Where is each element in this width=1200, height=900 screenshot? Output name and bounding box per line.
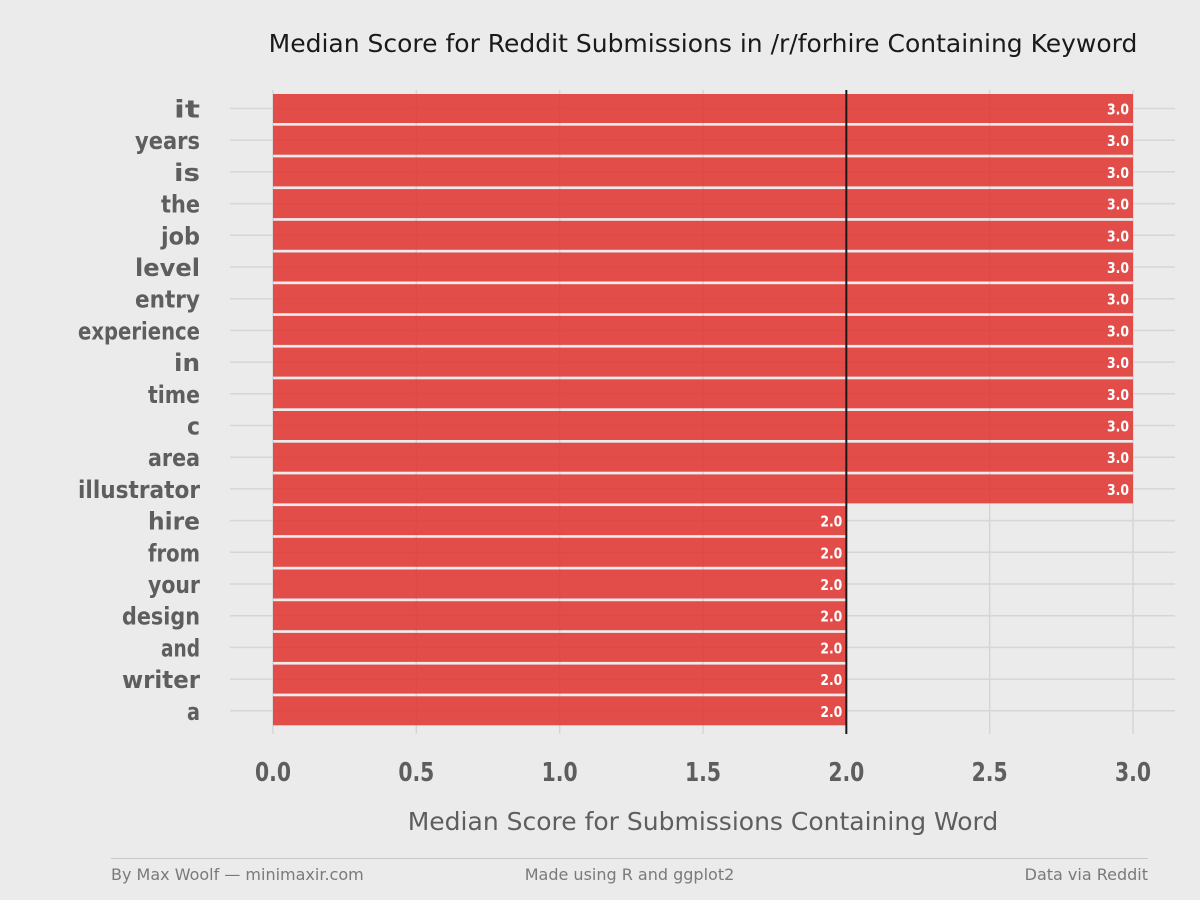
category-label: illustrator [78, 476, 200, 504]
data-label: 3.0 [1107, 354, 1129, 372]
data-label: 3.0 [1107, 449, 1129, 467]
footer-credit: By Max Woolf — minimaxir.com [111, 865, 364, 884]
data-label: 2.0 [820, 639, 842, 657]
bar [273, 632, 847, 662]
category-label: entry [135, 286, 200, 314]
data-label: 3.0 [1107, 418, 1129, 436]
bar [273, 379, 1133, 409]
category-label: time [148, 381, 200, 409]
category-label: is [174, 159, 200, 187]
chart-footer: By Max Woolf — minimaxir.com Made using … [111, 858, 1148, 884]
bar [273, 696, 847, 726]
bar [273, 537, 847, 567]
data-label: 3.0 [1107, 291, 1129, 309]
footer-source: Data via Reddit [1024, 865, 1148, 884]
category-label: level [135, 254, 200, 282]
category-label: years [135, 127, 200, 155]
x-tick-label: 0.0 [255, 758, 291, 788]
bar [273, 284, 1133, 314]
data-label: 2.0 [820, 513, 842, 531]
bar [273, 347, 1133, 377]
footer-tooling: Made using R and ggplot2 [524, 865, 735, 884]
x-tick-label: 2.5 [972, 758, 1008, 788]
category-label: experience [78, 317, 200, 345]
data-label: 3.0 [1107, 386, 1129, 404]
x-tick-label: 1.5 [685, 758, 721, 788]
data-label: 3.0 [1107, 196, 1129, 214]
bar [273, 189, 1133, 219]
data-label: 3.0 [1107, 227, 1129, 245]
category-label: and [161, 634, 200, 662]
data-label: 3.0 [1107, 259, 1129, 277]
category-label: hire [148, 508, 200, 536]
bar [273, 315, 1133, 345]
category-label: the [161, 191, 200, 219]
x-tick-label: 0.5 [398, 758, 434, 788]
category-label: a [187, 698, 200, 726]
bar [273, 94, 1133, 123]
chart-title: Median Score for Reddit Submissions in /… [269, 29, 1138, 58]
x-tick-label: 1.0 [542, 758, 578, 788]
bar [273, 569, 847, 599]
category-label: from [148, 539, 200, 567]
data-label: 3.0 [1107, 132, 1129, 150]
bar [273, 664, 847, 694]
category-label: area [148, 444, 200, 472]
x-tick-label: 3.0 [1115, 758, 1151, 788]
category-label: it [174, 96, 200, 124]
bar [273, 474, 1133, 504]
data-label: 2.0 [820, 703, 842, 721]
bar [273, 411, 1133, 440]
x-tick-label: 2.0 [828, 758, 864, 788]
data-label: 3.0 [1107, 101, 1129, 119]
bar [273, 157, 1133, 187]
category-label: design [122, 603, 200, 631]
category-label: job [160, 222, 200, 250]
data-label: 3.0 [1107, 322, 1129, 340]
data-label: 3.0 [1107, 164, 1129, 182]
category-label: c [187, 413, 200, 441]
bar [273, 442, 1133, 472]
category-label: your [148, 571, 200, 599]
data-label: 2.0 [820, 608, 842, 626]
bar [273, 601, 847, 631]
data-label: 2.0 [820, 671, 842, 689]
category-label: in [174, 349, 200, 377]
bar [273, 506, 847, 536]
data-label: 2.0 [820, 544, 842, 562]
data-label: 2.0 [820, 576, 842, 594]
data-label: 3.0 [1107, 481, 1129, 499]
bar [273, 252, 1133, 282]
bar [273, 220, 1133, 250]
x-axis-label: Median Score for Submissions Containing … [408, 807, 999, 836]
category-label: writer [122, 666, 200, 694]
bar [273, 125, 1133, 155]
